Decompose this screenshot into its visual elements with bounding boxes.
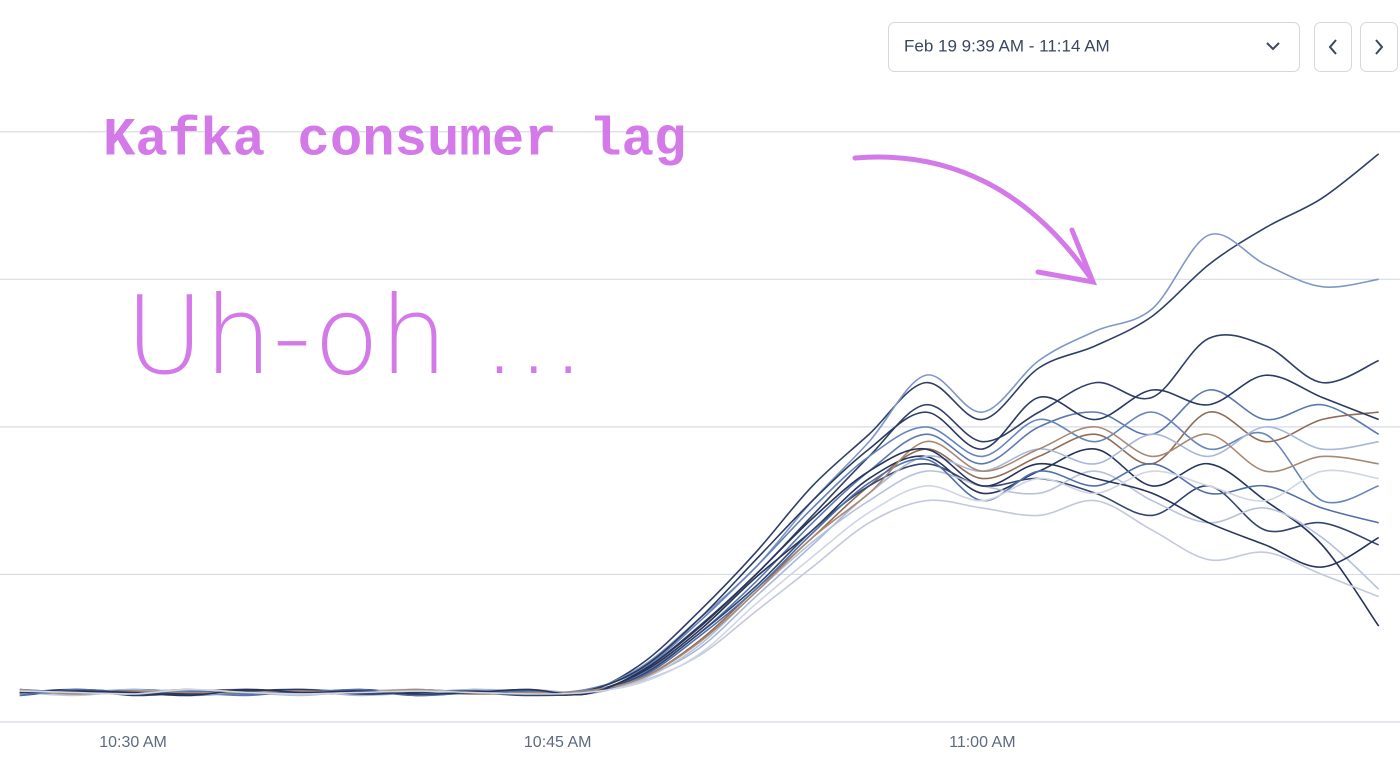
prev-chevron xyxy=(1328,39,1337,55)
annotation: Kafka consumer lag xyxy=(103,110,686,171)
date-range-dropdown[interactable]: Feb 19 9:39 AM - 11:14 AM xyxy=(888,22,1300,72)
series-line xyxy=(19,447,1380,697)
series-line xyxy=(19,458,1379,697)
x-tick-label: 10:45 AM xyxy=(524,734,592,751)
date-range-text: Feb 19 9:39 AM - 11:14 AM xyxy=(904,36,1110,55)
dropdown-box[interactable] xyxy=(888,22,1300,72)
series-line xyxy=(19,462,1379,697)
x-tick-label: 11:00 AM xyxy=(949,734,1015,751)
next-chevron xyxy=(1375,39,1384,55)
arrow-shaft xyxy=(852,154,1095,283)
annotation-arrow xyxy=(852,154,1098,286)
series-line xyxy=(19,374,1379,695)
dropdown-chevron xyxy=(1266,42,1280,51)
series-line xyxy=(19,469,1379,695)
series-line xyxy=(19,389,1380,697)
x-tick-label: 10:30 AM xyxy=(99,734,167,751)
prev-button-box[interactable] xyxy=(1314,22,1352,72)
arrow-head xyxy=(1035,227,1098,286)
next-button-box[interactable] xyxy=(1360,22,1398,72)
series-line xyxy=(19,411,1379,696)
lines xyxy=(19,153,1380,697)
series-line xyxy=(19,448,1380,695)
annotation: Uh-oh ... xyxy=(125,274,585,399)
prev-button[interactable] xyxy=(1314,22,1352,72)
series-line xyxy=(19,499,1379,697)
series-line xyxy=(19,411,1379,695)
x-ticks: 10:30 AM 10:45 AM 11:00 AM xyxy=(99,734,1015,751)
next-button[interactable] xyxy=(1360,22,1398,72)
